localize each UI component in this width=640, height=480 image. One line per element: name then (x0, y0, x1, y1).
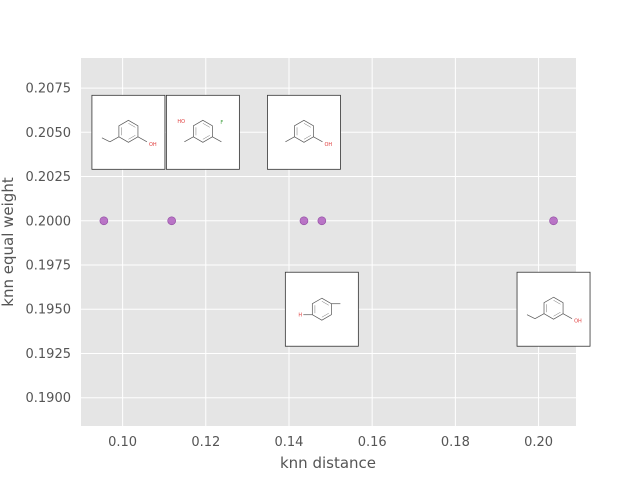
benzene-ring (294, 119, 314, 143)
y-tick-label: 0.1925 (26, 347, 72, 362)
y-tick-label: 0.1950 (26, 303, 72, 318)
bond (212, 136, 222, 143)
bond (109, 136, 120, 143)
tick-labels: 0.10 0.12 0.14 0.16 0.18 0.20 0.1900 0.1925 0.19… (26, 82, 554, 450)
atom-label: OH (574, 319, 582, 325)
double-bond (303, 135, 312, 140)
double-bond (128, 135, 136, 140)
bond (184, 136, 194, 143)
bond (101, 137, 111, 143)
double-bond (202, 123, 210, 128)
data-point (549, 216, 558, 226)
molecule-frame (91, 94, 166, 170)
bond (534, 313, 545, 320)
molecule-frame (165, 94, 240, 170)
benzene-ring (118, 119, 139, 143)
molecule-image: OH (267, 94, 341, 170)
bond (285, 136, 295, 143)
double-bond (128, 123, 136, 128)
y-tick-label: 0.2075 (26, 82, 72, 97)
data-point (99, 216, 109, 226)
x-tick-label: 0.20 (524, 435, 553, 450)
y-tick-label: 0.1900 (26, 391, 72, 406)
double-bond (321, 301, 329, 306)
bond (313, 136, 323, 143)
double-bond (553, 312, 561, 317)
y-tick-label: 0.2000 (26, 214, 72, 229)
y-tick-label: 0.2050 (26, 126, 72, 141)
molecule-image: OH (516, 271, 591, 347)
x-tick-label: 0.18 (441, 435, 470, 450)
atom-label: F (220, 120, 223, 126)
atom-label: HO (177, 119, 185, 125)
benzene-ring (193, 119, 213, 143)
atom-label: H (298, 313, 302, 319)
points (99, 216, 558, 226)
bond (562, 313, 573, 320)
bond (137, 136, 148, 143)
molecule-frame (284, 271, 359, 347)
y-axis-label: knn equal weight (0, 177, 17, 307)
data-point (167, 216, 176, 226)
y-tick-label: 0.1975 (26, 259, 72, 274)
benzene-ring (543, 296, 564, 320)
x-tick-label: 0.12 (191, 435, 220, 450)
atom-label: OH (324, 142, 332, 148)
data-point (317, 216, 327, 226)
double-bond (553, 300, 561, 305)
molecule-image: H (284, 271, 359, 347)
y-tick-label: 0.2025 (26, 170, 72, 185)
double-bond (202, 135, 210, 140)
atom-label: OH (149, 142, 157, 148)
x-axis-label: knn distance (280, 454, 376, 472)
molecule-image: OH (91, 94, 166, 170)
molecule-image: F HO (165, 94, 240, 170)
x-tick-label: 0.14 (275, 435, 304, 450)
molecule-frame (267, 94, 341, 170)
molecule-annotations: OH F HO OH H OH (91, 94, 591, 347)
molecule-frame (516, 271, 591, 347)
double-bond (303, 123, 312, 128)
data-point (299, 216, 309, 226)
x-tick-label: 0.16 (358, 435, 387, 450)
double-bond (321, 313, 329, 318)
bond (526, 314, 536, 320)
x-tick-label: 0.10 (108, 435, 137, 450)
